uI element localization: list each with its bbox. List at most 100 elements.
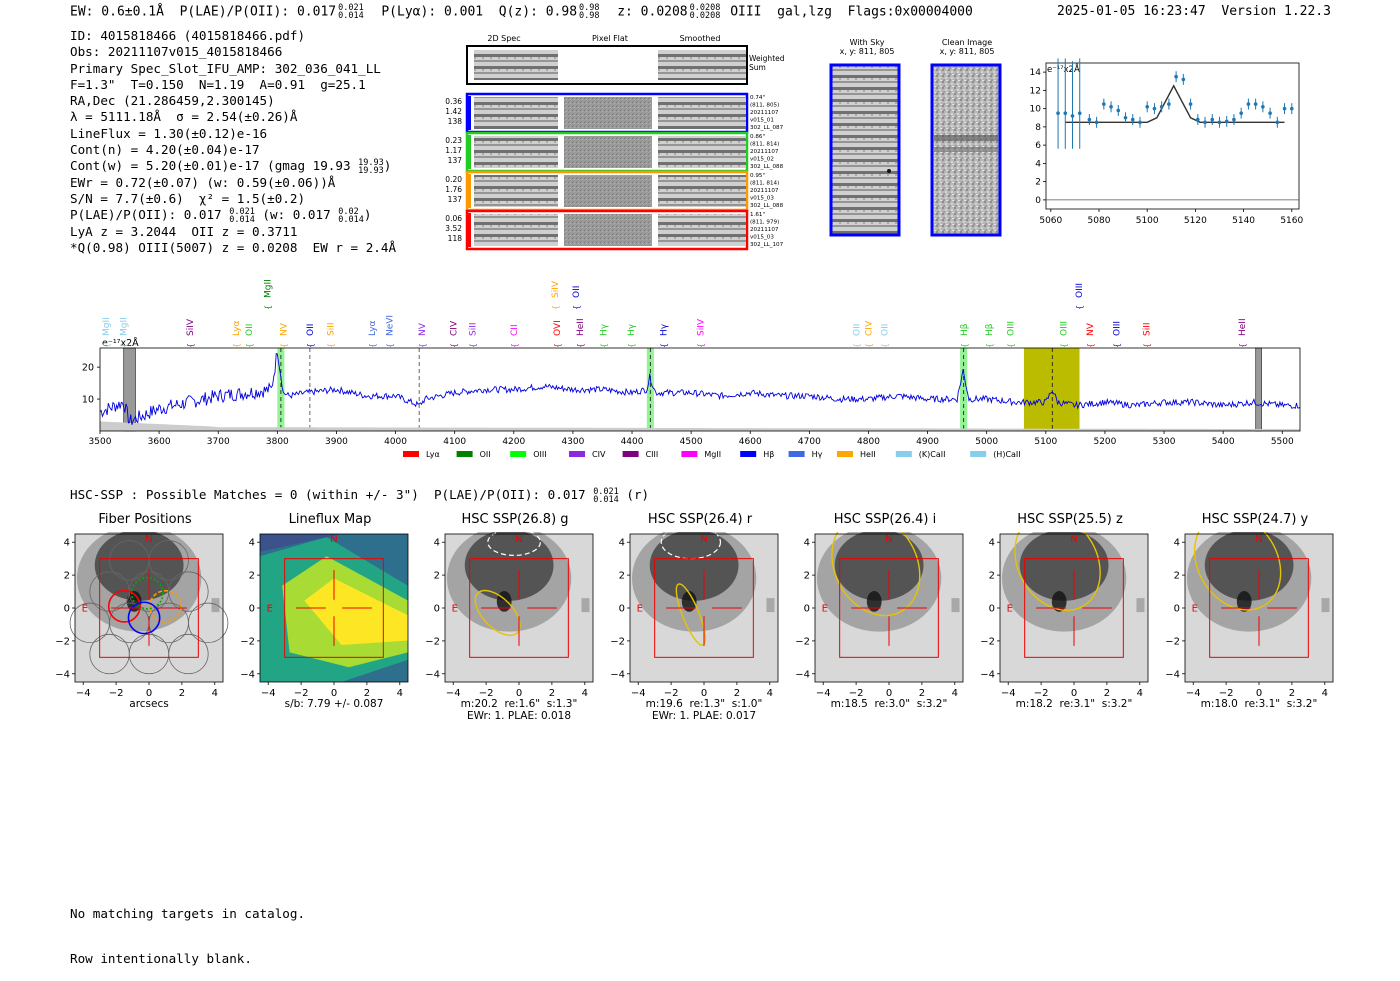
cutout-row-2d: [474, 136, 558, 168]
spec-line-label: MgII: [263, 279, 273, 298]
fit-plot-point: [1217, 120, 1222, 125]
spec-xtick-label: 5500: [1271, 437, 1294, 447]
hsc-ytick-label: 0: [434, 604, 440, 615]
spec-line-label: SiIV: [551, 280, 561, 298]
spec-legend-swatch: [403, 451, 419, 457]
fit-plot-ytick-label: 2: [1035, 178, 1041, 188]
info-block: ID: 4015818466 (4015818466.pdf) Obs: 202…: [70, 28, 396, 256]
hsc-red-box: [1209, 558, 1309, 658]
header-tail: OIII gal,lzg Flags:0x00004000: [730, 4, 973, 20]
spec-line-label: CIV: [449, 320, 459, 336]
hsc-red-box: [839, 558, 939, 658]
hsc-xtick-label: 4: [1137, 688, 1143, 699]
hsc-ytick-label: 0: [64, 604, 70, 615]
spec-legend-label: OIII: [533, 450, 546, 459]
hsc-image-galaxy-core: [464, 532, 554, 601]
info-lya-z: LyA z = 3.2044 OII z = 0.3711: [70, 223, 298, 239]
hsc-xtick-label: −4: [816, 688, 831, 699]
spec-xtick-label: 4200: [502, 437, 525, 447]
hsc-xtick-label: −2: [664, 688, 679, 699]
hsc-panel-title: Fiber Positions: [98, 512, 192, 527]
spec-line-label: SiII: [468, 322, 478, 336]
hsc-xtick-label: 2: [549, 688, 555, 699]
hsc-image-side-source: [581, 598, 590, 613]
header-z: z: 0.0208: [617, 4, 688, 20]
cutout-row-right-info: 1.61" (811, 979) 20211107 v015_03 302_LL_107: [750, 212, 784, 248]
col-smoothed: Smoothed: [680, 34, 721, 43]
lineflux-corner: [260, 534, 342, 552]
fit-plot-point: [1130, 117, 1135, 122]
footer-line1: No matching targets in catalog.: [70, 906, 306, 921]
spec-line-label-brace: {: [245, 343, 254, 348]
spec-line-label: Hβ: [960, 323, 970, 336]
spec-line-label-brace: {: [386, 343, 395, 348]
spec-line-label: SiII: [327, 322, 337, 336]
hsc-image-source: [866, 591, 882, 612]
fit-plot-model-line: [1065, 84, 1285, 123]
spec-xtick-label: 4000: [384, 437, 407, 447]
fit-plot-point: [1087, 117, 1092, 122]
cutout-row-left-stats: 0.23 1.17 137: [445, 136, 462, 165]
spec-line-label-brace: {: [263, 305, 272, 310]
header-z-bounds: 0.0208 0.0208: [689, 3, 721, 21]
cutout-row-right-info: 0.74" (811, 805) 20211107 v015_01 302_LL_087: [750, 95, 784, 131]
hsc-red-box: [469, 558, 569, 658]
fiber-highlight-circle: [127, 601, 161, 635]
spec-xtick-label: 3800: [266, 437, 289, 447]
fit-plot-xtick-label: 5060: [1039, 216, 1062, 226]
info-lineflux: LineFlux = 1.30(±0.12)e-16: [70, 125, 268, 141]
fit-plot-point: [1246, 102, 1251, 106]
spec-line-label: OII: [245, 324, 255, 336]
hsc-panel-image: N E 4 2 0 −2 −4 −4 −2 0 2 4: [795, 532, 964, 699]
spec-line-label-brace: {: [1142, 343, 1151, 348]
fit-plot-xtick-label: 5080: [1088, 216, 1111, 226]
hsc-xtick-label: −4: [261, 688, 276, 699]
hsc-ytick-label: 2: [64, 571, 70, 582]
clean-xy: x, y: 811, 805: [939, 47, 995, 56]
spectrum-plot: e⁻¹⁷x2Å 10 20 3500 3600 3700 3800 3900 4000 4100 4…: [82, 279, 1301, 459]
spec-line-label-brace: {: [853, 343, 862, 348]
clean-header: Clean Image x, y: 811, 805: [930, 38, 1004, 56]
spec-line-label: CIV: [864, 320, 874, 336]
spec-line-label-brace: {: [468, 343, 477, 348]
hsc-ytick-label: 4: [64, 538, 70, 549]
clean-image: [930, 63, 1002, 237]
spec-line-label-brace: {: [279, 343, 288, 348]
info-contw: Cont(w) = 5.20(±0.01)e-17 (gmag 19.93 19…: [70, 157, 392, 176]
hsc-image-side-source: [1321, 598, 1330, 613]
hsc-aperture-yellow: [675, 583, 707, 646]
hsc-xtick-label: −4: [76, 688, 91, 699]
spec-legend-label: HeII: [860, 450, 876, 459]
hsc-aperture-white: [487, 532, 541, 556]
spec-line-label-brace: {: [551, 305, 560, 310]
info-sn: S/N = 7.7(±0.6) χ² = 1.5(±0.2): [70, 190, 306, 206]
hsc-xtick-label: −4: [631, 688, 646, 699]
cutout-row-left-stats: 0.20 1.76 137: [445, 175, 462, 204]
hsc-xtick-label: 0: [1256, 688, 1262, 699]
weighted-sum-smooth: [658, 50, 746, 80]
hsc-panel-image: N E 4 2 0 −2 −4 −4 −2 0 2 4: [980, 532, 1149, 699]
fit-plot-point: [1077, 111, 1082, 115]
fit-plot-ylabel: e⁻¹⁷x2Å: [1047, 63, 1080, 75]
fit-plot-xtick-label: 5160: [1280, 216, 1303, 226]
hsc-ytick-label: 2: [249, 571, 255, 582]
fiber-circle: [188, 602, 229, 643]
spec-legend-swatch: [837, 451, 853, 457]
fit-plot-point: [1070, 114, 1075, 118]
spec-band-fit-window: [1023, 348, 1080, 431]
cutout-row-flat: [564, 136, 652, 168]
cutout-row-2d: [474, 97, 558, 129]
spec-line-label-brace: {: [659, 343, 668, 348]
fit-plot-point: [1167, 102, 1171, 106]
hsc-xtick-label: 4: [397, 688, 403, 699]
header-left: EW: 0.6±0.1Å P(LAE)/P(OII): 0.017: [70, 4, 337, 20]
fit-plot-point: [1123, 115, 1128, 120]
hsc-image-source: [1051, 591, 1067, 612]
info-id: ID: 4015818466 (4015818466.pdf): [70, 28, 306, 43]
hsc-ytick-label: 4: [804, 538, 810, 549]
spec-line-label: NeVI: [386, 315, 396, 336]
hsc-panel-title: HSC SSP(26.4) r: [647, 512, 753, 527]
spec-xtick-label: 3500: [89, 437, 112, 447]
hsc-xtick-label: −4: [1186, 688, 1201, 699]
fit-plot-xtick-label: 5100: [1136, 216, 1159, 226]
